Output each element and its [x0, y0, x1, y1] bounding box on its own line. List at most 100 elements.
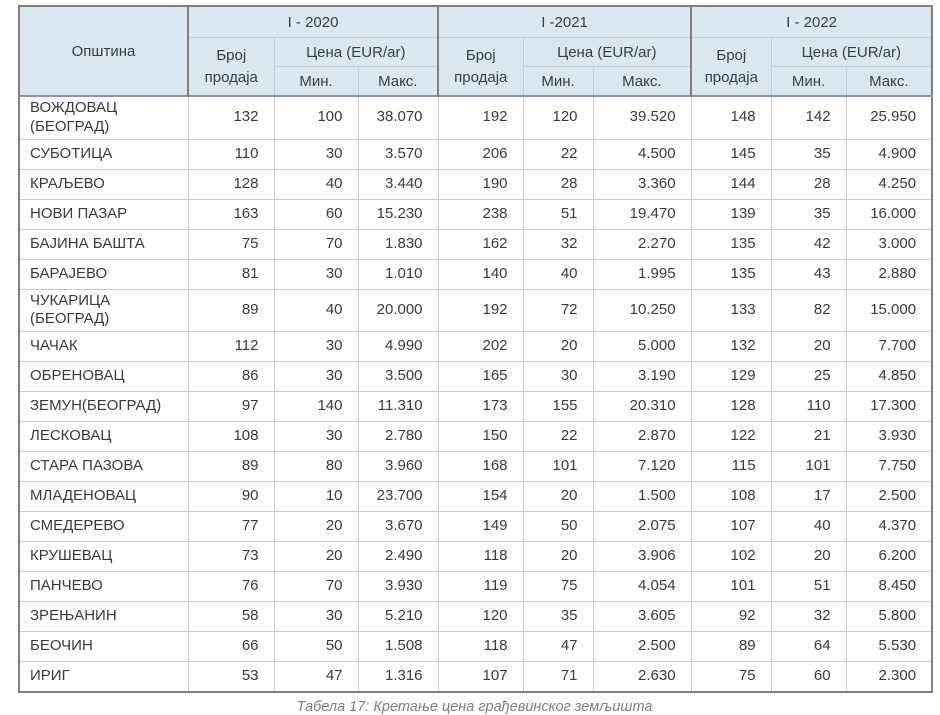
year-group-header-2022: I - 2022: [690, 5, 933, 38]
value-cell: 89: [187, 451, 275, 482]
value-cell: 3.670: [357, 511, 439, 542]
municipality-cell: ЧАЧАК: [18, 331, 189, 362]
value-cell: 150: [437, 421, 524, 452]
value-cell: 135: [690, 258, 772, 290]
value-cell: 2.780: [357, 421, 439, 452]
municipality-cell: СУБОТИЦА: [18, 138, 189, 170]
value-cell: 2.630: [592, 661, 692, 693]
table-body: ВОЖДОВАЦ (БЕОГРАД) 132 100 38.070 192 120 39.5…: [18, 95, 933, 693]
value-cell: 3.960: [357, 451, 439, 482]
value-cell: 30: [273, 331, 359, 362]
value-cell: 110: [187, 138, 275, 170]
value-cell: 20.000: [357, 288, 439, 332]
value-cell: 190: [437, 168, 524, 200]
value-cell: 1.508: [357, 631, 439, 662]
value-cell: 30: [273, 138, 359, 170]
municipality-cell: НОВИ ПАЗАР: [18, 198, 189, 230]
municipality-cell: ЧУКАРИЦА (БЕОГРАД): [18, 288, 189, 332]
value-cell: 50: [273, 631, 359, 662]
value-cell: 155: [522, 391, 594, 422]
value-cell: 135: [690, 228, 772, 260]
header-row-minmax: Мин. Макс. Мин. Макс. Мин. Макс.: [19, 66, 933, 97]
value-cell: 19.470: [592, 198, 692, 230]
value-cell: 7.700: [845, 331, 933, 362]
value-cell: 1.500: [592, 481, 692, 512]
value-cell: 3.570: [357, 138, 439, 170]
value-cell: 3.930: [357, 571, 439, 602]
value-cell: 122: [690, 421, 772, 452]
value-cell: 73: [187, 541, 275, 572]
value-cell: 20: [522, 541, 594, 572]
value-cell: 97: [187, 391, 275, 422]
value-cell: 42: [770, 228, 847, 260]
value-cell: 77: [187, 511, 275, 542]
municipality-cell: БАЈИНА БАШТА: [18, 228, 189, 260]
value-cell: 71: [522, 661, 594, 693]
value-cell: 1.830: [357, 228, 439, 260]
table-header: Општина I - 2020 I -2021 I - 2022 Број п…: [18, 5, 933, 97]
value-cell: 202: [437, 331, 524, 362]
column-header-max-2022: Макс.: [845, 66, 933, 97]
value-cell: 3.930: [845, 421, 933, 452]
value-cell: 168: [437, 451, 524, 482]
value-cell: 173: [437, 391, 524, 422]
value-cell: 142: [770, 95, 847, 140]
value-cell: 82: [770, 288, 847, 332]
value-cell: 64: [770, 631, 847, 662]
municipality-cell: ЗРЕЊАНИН: [18, 601, 189, 632]
table-row: ЧУКАРИЦА (БЕОГРАД) 89 40 20.000 192 72 10.250 1…: [18, 288, 933, 332]
municipality-cell: СМЕДЕРЕВО: [18, 511, 189, 542]
value-cell: 192: [437, 288, 524, 332]
table-row: СМЕДЕРЕВО 77 20 3.670 149 50 2.075 107 40 4.370: [18, 511, 933, 542]
municipality-cell: БЕОЧИН: [18, 631, 189, 662]
header-row-measures: Број продаја Цена (EUR/ar) Број продаја …: [19, 37, 933, 97]
table-row: БЕОЧИН 66 50 1.508 118 47 2.500 89 64 5.530: [18, 631, 933, 662]
value-cell: 30: [273, 601, 359, 632]
value-cell: 5.530: [845, 631, 933, 662]
value-cell: 35: [770, 138, 847, 170]
value-cell: 2.075: [592, 511, 692, 542]
value-cell: 20: [770, 541, 847, 572]
value-cell: 17: [770, 481, 847, 512]
value-cell: 3.190: [592, 361, 692, 392]
value-cell: 129: [690, 361, 772, 392]
value-cell: 20: [522, 481, 594, 512]
value-cell: 2.500: [592, 631, 692, 662]
value-cell: 47: [273, 661, 359, 693]
table-row: ПАНЧЕВО 76 70 3.930 119 75 4.054 101 51 8.450: [18, 571, 933, 602]
value-cell: 40: [770, 511, 847, 542]
value-cell: 4.370: [845, 511, 933, 542]
value-cell: 1.995: [592, 258, 692, 290]
table-row: ИРИГ 53 47 1.316 107 71 2.630 75 60 2.300: [18, 661, 933, 693]
value-cell: 100: [273, 95, 359, 140]
value-cell: 206: [437, 138, 524, 170]
value-cell: 20: [770, 331, 847, 362]
column-header-price-2020: Цена (EUR/ar): [273, 37, 439, 67]
table-row: СТАРА ПАЗОВА 89 80 3.960 168 101 7.120 115 101 7.…: [18, 451, 933, 482]
value-cell: 66: [187, 631, 275, 662]
value-cell: 81: [187, 258, 275, 290]
value-cell: 5.800: [845, 601, 933, 632]
value-cell: 40: [273, 168, 359, 200]
value-cell: 11.310: [357, 391, 439, 422]
value-cell: 10.250: [592, 288, 692, 332]
value-cell: 32: [770, 601, 847, 632]
value-cell: 60: [770, 661, 847, 693]
value-cell: 3.360: [592, 168, 692, 200]
value-cell: 1.316: [357, 661, 439, 693]
year-group-header-2021: I -2021: [437, 5, 692, 38]
value-cell: 15.230: [357, 198, 439, 230]
table-row: МЛАДЕНОВАЦ 90 10 23.700 154 20 1.500 108 17 2.500: [18, 481, 933, 512]
value-cell: 80: [273, 451, 359, 482]
value-cell: 28: [522, 168, 594, 200]
value-cell: 28: [770, 168, 847, 200]
table-row: ЛЕСКОВАЦ 108 30 2.780 150 22 2.870 122 21 3.930: [18, 421, 933, 452]
value-cell: 17.300: [845, 391, 933, 422]
value-cell: 4.900: [845, 138, 933, 170]
value-cell: 120: [522, 95, 594, 140]
table-row: ЧАЧАК 112 30 4.990 202 20 5.000 132 20 7.700: [18, 331, 933, 362]
value-cell: 60: [273, 198, 359, 230]
value-cell: 40: [273, 288, 359, 332]
value-cell: 35: [522, 601, 594, 632]
value-cell: 118: [437, 631, 524, 662]
